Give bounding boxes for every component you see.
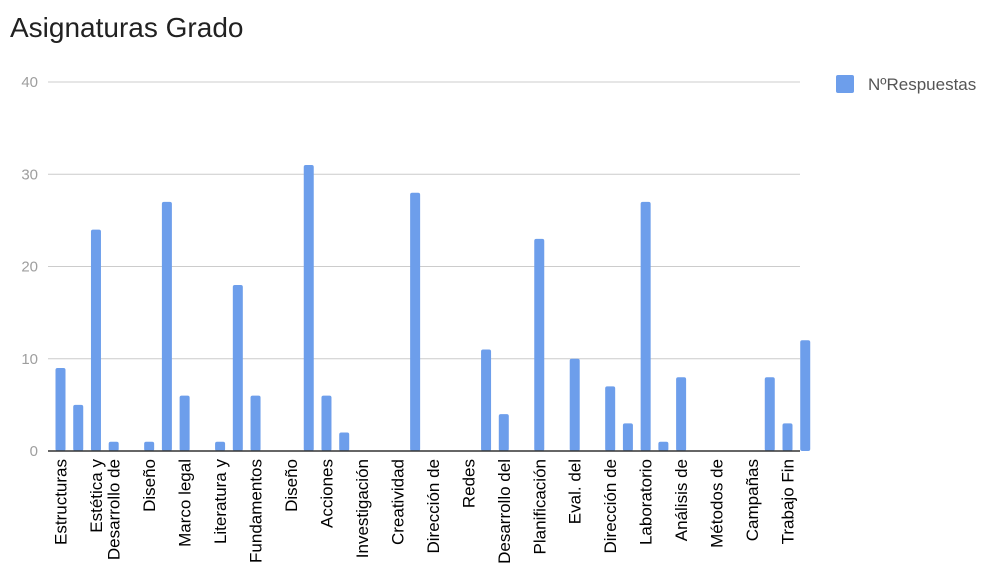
y-tick-label: 40	[21, 74, 38, 91]
legend-swatch	[836, 75, 854, 93]
bar[interactable]	[410, 192, 421, 451]
bar[interactable]	[250, 395, 261, 451]
bar[interactable]	[605, 386, 616, 451]
bar[interactable]	[339, 432, 350, 451]
bar[interactable]	[55, 367, 66, 451]
x-tick-label: Métodos de	[708, 459, 727, 548]
bar[interactable]	[498, 414, 509, 451]
chart-title: Asignaturas Grado	[10, 12, 244, 43]
x-tick-label: Campañas	[743, 459, 762, 541]
legend: NºRespuestas	[836, 75, 976, 94]
x-tick-label: Análisis de	[672, 459, 691, 541]
x-tick-label: Desarrollo de	[105, 459, 124, 560]
bar[interactable]	[622, 423, 633, 451]
bar[interactable]	[73, 404, 84, 451]
bar[interactable]	[764, 377, 775, 451]
x-tick-label: Desarrollo del	[495, 459, 514, 564]
x-tick-label: Dirección de	[601, 459, 620, 554]
x-tick-label: Marco legal	[176, 459, 195, 547]
x-tick-label: Diseño	[282, 459, 301, 512]
bar[interactable]	[569, 358, 580, 451]
bar[interactable]	[676, 377, 687, 451]
bar[interactable]	[303, 165, 314, 451]
x-tick-label: Estructuras	[52, 459, 71, 545]
bars	[55, 165, 811, 451]
x-tick-label: Literatura y	[211, 459, 230, 545]
x-tick-label: Estética y	[87, 459, 106, 533]
bar[interactable]	[108, 441, 119, 451]
x-tick-label: Trabajo Fin	[779, 459, 798, 544]
bar[interactable]	[179, 395, 190, 451]
y-tick-label: 0	[30, 443, 38, 460]
bar[interactable]	[640, 201, 651, 451]
bar[interactable]	[161, 201, 172, 451]
legend-label: NºRespuestas	[868, 75, 976, 94]
bar[interactable]	[800, 340, 811, 451]
grid-lines: 0 10 20 30 40	[21, 74, 800, 460]
bar[interactable]	[215, 441, 226, 451]
x-tick-label: Planificación	[530, 459, 549, 554]
bar[interactable]	[144, 441, 155, 451]
y-tick-label: 10	[21, 351, 38, 368]
x-tick-label: Investigación	[353, 459, 372, 558]
bar[interactable]	[658, 441, 669, 451]
bar[interactable]	[232, 284, 243, 451]
x-tick-label: Fundamentos	[247, 459, 266, 563]
x-tick-label: Redes	[459, 459, 478, 508]
x-tick-label: Diseño	[140, 459, 159, 512]
x-tick-label: Laboratorio	[637, 459, 656, 545]
x-tick-label: Creatividad	[388, 459, 407, 545]
x-tick-label: Eval. del	[566, 459, 585, 524]
bar[interactable]	[534, 238, 545, 451]
bar[interactable]	[782, 423, 793, 451]
x-tick-label: Dirección de	[424, 459, 443, 554]
y-tick-label: 20	[21, 259, 38, 276]
bar[interactable]	[321, 395, 332, 451]
y-tick-label: 30	[21, 166, 38, 183]
x-tick-label: Acciones	[317, 459, 336, 528]
bar[interactable]	[90, 229, 101, 451]
bar[interactable]	[481, 349, 492, 451]
